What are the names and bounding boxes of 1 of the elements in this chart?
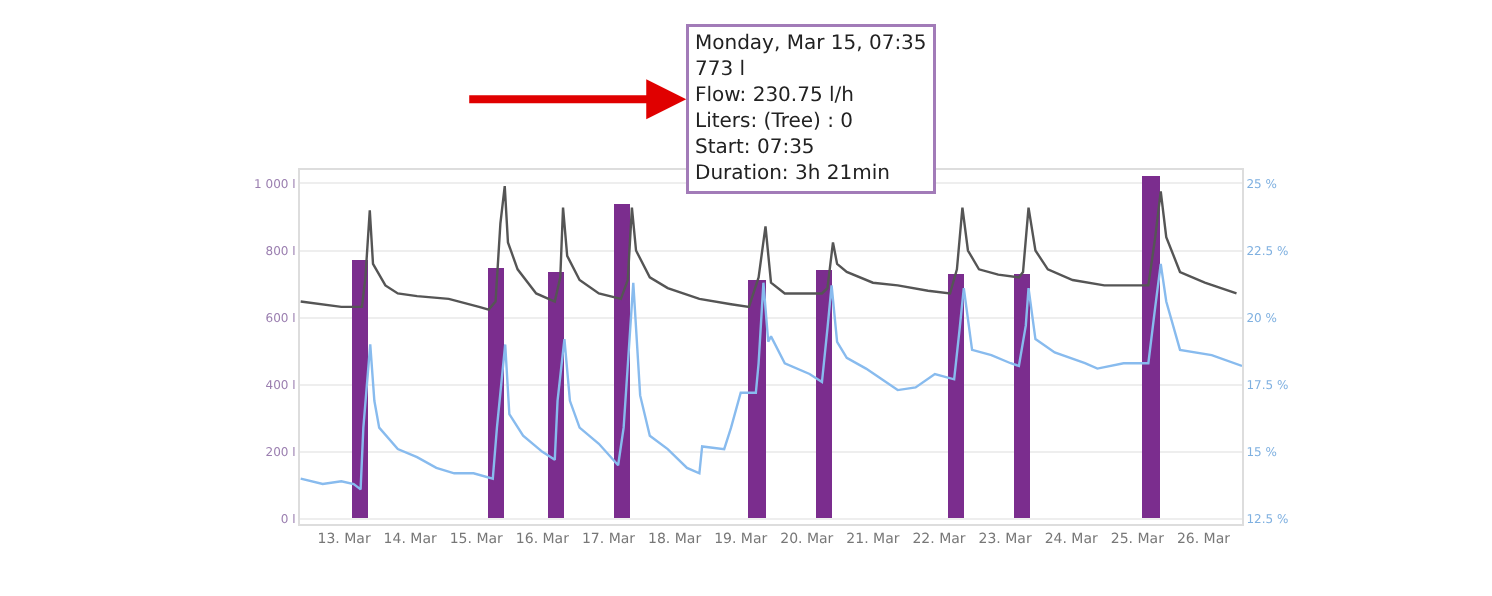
annotation: Monday, Mar 15, 07:35 773 l Flow: 230.75 l/h Liters: (Tree) : 0 Start: 07:35 Duration: 3h 21min: [695, 33, 927, 185]
